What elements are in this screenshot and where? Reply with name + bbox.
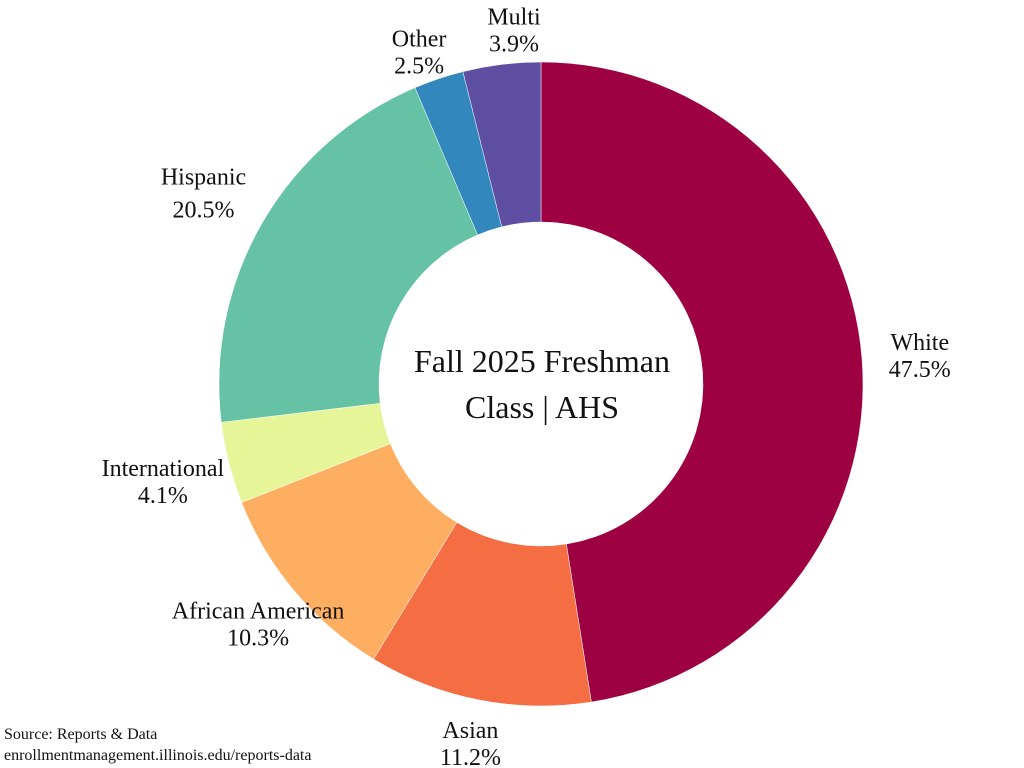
value-hispanic: 20.5% — [173, 198, 235, 224]
source-line-2: enrollmentmanagement.illinois.edu/report… — [4, 747, 312, 764]
value-international: 4.1% — [138, 483, 188, 509]
label-other: Other — [392, 26, 447, 52]
slice-multi — [462, 61, 542, 228]
value-multi: 3.9% — [489, 32, 539, 58]
slice-hispanic — [218, 87, 478, 423]
label-international: International — [102, 456, 225, 482]
slice-asian — [373, 522, 592, 707]
source-note: Source: Reports & Data enrollmentmanagem… — [4, 724, 311, 766]
label-multi: Multi — [487, 5, 541, 31]
slice-white — [540, 61, 864, 703]
source-line-1: Source: Reports & Data — [4, 726, 158, 743]
chart-title-line-1: Fall 2025 Freshman — [414, 343, 670, 379]
value-asian: 11.2% — [440, 745, 501, 768]
value-other: 2.5% — [394, 53, 444, 79]
chart-title: Fall 2025 Freshman Class | AHS — [382, 338, 702, 430]
label-asian: Asian — [442, 718, 498, 744]
value-african-american: 10.3% — [227, 626, 289, 652]
value-white: 47.5% — [889, 357, 951, 383]
chart-title-line-2: Class | AHS — [465, 389, 619, 425]
label-white: White — [890, 330, 949, 356]
label-african-american: African American — [172, 599, 345, 625]
label-hispanic: Hispanic — [161, 165, 246, 191]
